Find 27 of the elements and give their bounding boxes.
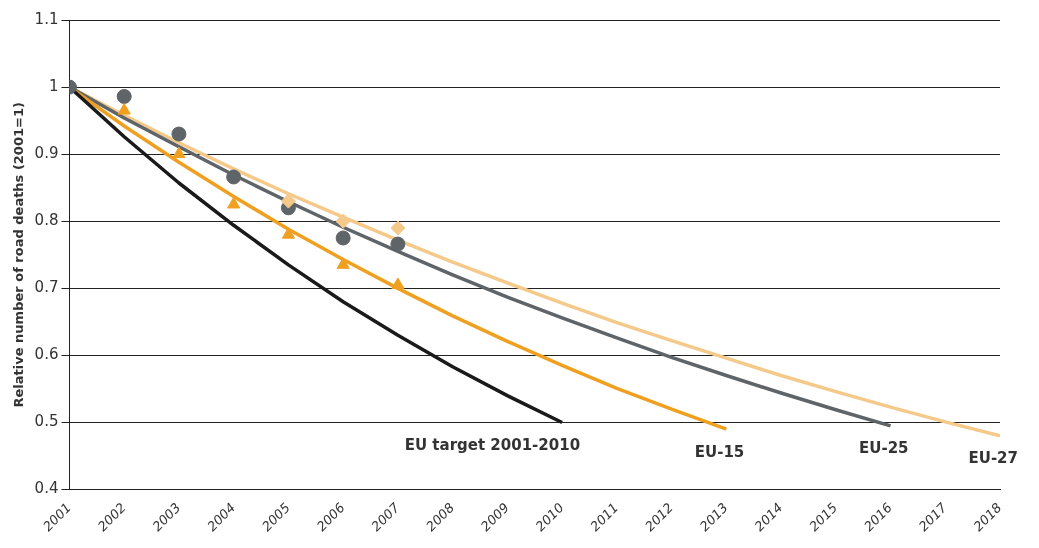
point xyxy=(336,257,350,269)
series-label: EU-15 xyxy=(694,442,745,461)
y-tick-label: 0.5 xyxy=(34,412,59,431)
point xyxy=(172,146,186,159)
point xyxy=(281,227,295,239)
point xyxy=(280,193,296,209)
point xyxy=(390,220,406,236)
series-label: EU-27 xyxy=(968,449,1018,468)
point xyxy=(391,277,405,289)
point xyxy=(117,103,131,115)
y-tick-label: 0.4 xyxy=(34,479,59,498)
series-label: EU target 2001-2010 xyxy=(404,435,581,454)
y-tick-label: 0.6 xyxy=(34,345,59,364)
series-label: EU-25 xyxy=(858,439,909,458)
point xyxy=(335,213,351,229)
y-tick-label: 1 xyxy=(48,76,59,95)
y-tick-label: 0.8 xyxy=(34,211,59,230)
point xyxy=(171,126,187,142)
y-axis-title: Relative number of road deaths (2001=1) xyxy=(11,102,27,408)
point xyxy=(390,236,406,252)
y-tick-label: 0.9 xyxy=(34,144,59,163)
point xyxy=(116,88,132,104)
point xyxy=(227,196,241,209)
point xyxy=(226,169,242,185)
y-tick-label: 0.7 xyxy=(34,278,59,297)
point xyxy=(335,230,351,246)
y-tick-label: 1.1 xyxy=(34,9,59,28)
